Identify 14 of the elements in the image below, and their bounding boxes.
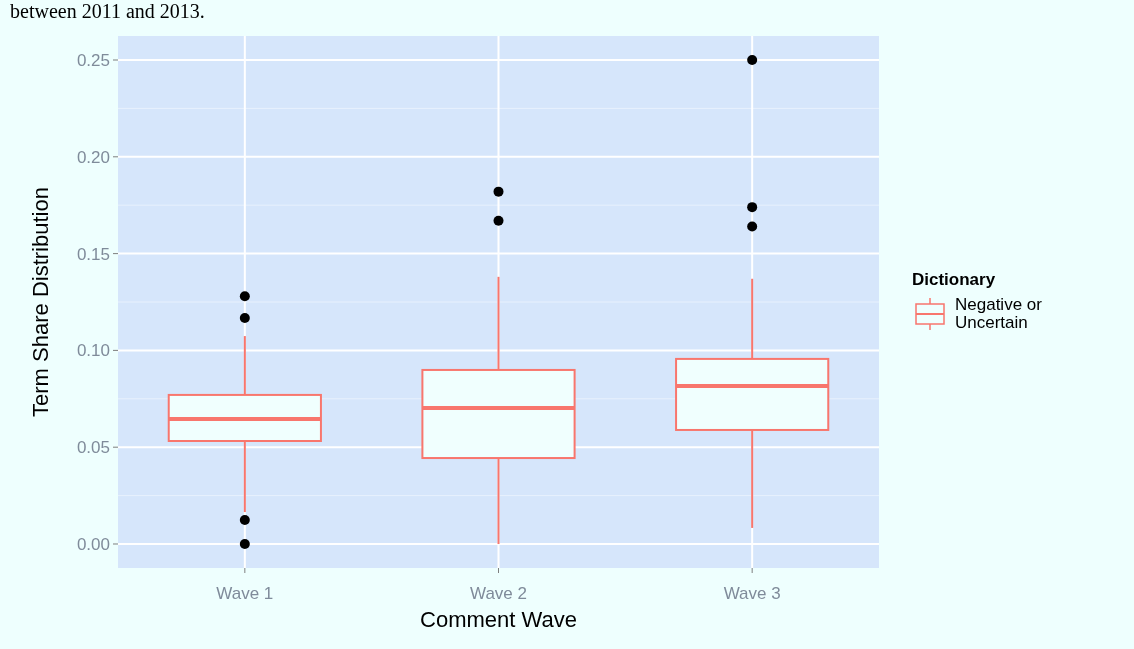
x-tick-label: Wave 1: [216, 584, 274, 603]
y-tick-label: 0.10: [76, 341, 110, 361]
y-tick-label: 0.00: [76, 534, 110, 554]
x-axis-title: Comment Wave: [420, 607, 577, 632]
legend-title: Dictionary: [912, 270, 996, 289]
text: between 2011 and 2013.: [10, 0, 205, 22]
y-tick-label: 0.05: [76, 438, 110, 458]
x-tick-label: Wave 2: [469, 584, 528, 603]
x-tick-label: Wave 3: [723, 584, 781, 603]
legend-label: Negative or Uncertain: [955, 295, 1043, 332]
y-tick-label: 0.15: [76, 244, 110, 264]
y-axis-title: Term Share Distribution: [28, 187, 53, 417]
y-tick-label: 0.20: [76, 147, 110, 167]
y-tick-label: 0.25: [76, 50, 110, 70]
